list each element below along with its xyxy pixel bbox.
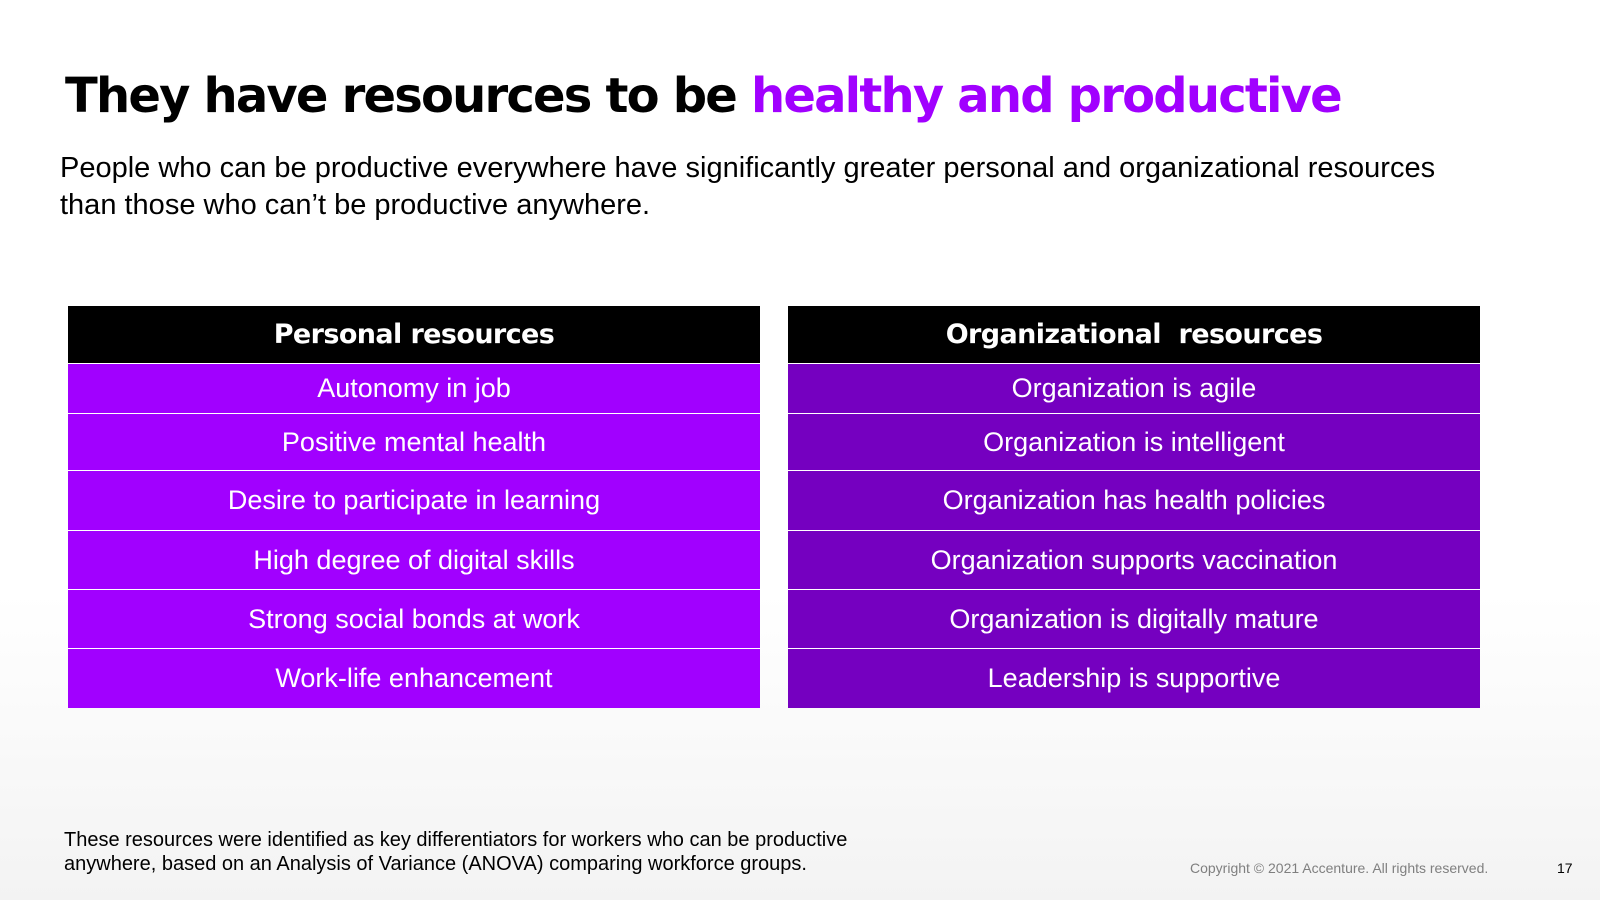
organizational-resource-row: Organization supports vaccination: [788, 531, 1480, 590]
organizational-resource-row: Organization is agile: [788, 364, 1480, 414]
page-number: 17: [1557, 860, 1573, 876]
slide-title-accent: healthy and productive: [750, 68, 1343, 124]
organizational-resource-row: Organization is digitally mature: [788, 590, 1480, 649]
personal-resource-row: Positive mental health: [68, 414, 760, 471]
personal-resource-row: Strong social bonds at work: [68, 590, 760, 649]
organizational-resources-header: Organizational resources: [788, 306, 1480, 364]
slide-subtitle: People who can be productive everywhere …: [60, 152, 1436, 221]
slide-title-main: They have resources to be: [65, 68, 751, 124]
personal-resource-row: Autonomy in job: [68, 364, 760, 414]
personal-resource-row: Work-life enhancement: [68, 649, 760, 708]
organizational-resource-row: Leadership is supportive: [788, 649, 1480, 708]
organizational-resources-table: Organizational resources Organization is…: [788, 306, 1480, 708]
copyright-notice: Copyright © 2021 Accenture. All rights r…: [1190, 860, 1489, 876]
footnote: These resources were identified as key d…: [64, 829, 848, 875]
personal-resource-row: Desire to participate in learning: [68, 471, 760, 531]
personal-resources-table: Personal resources Autonomy in job Posit…: [68, 306, 760, 708]
personal-resources-header: Personal resources: [68, 306, 760, 364]
organizational-resource-row: Organization has health policies: [788, 471, 1480, 531]
organizational-resource-row: Organization is intelligent: [788, 414, 1480, 471]
slide-title: They have resources to be healthy and pr…: [65, 66, 1343, 126]
personal-resource-row: High degree of digital skills: [68, 531, 760, 590]
